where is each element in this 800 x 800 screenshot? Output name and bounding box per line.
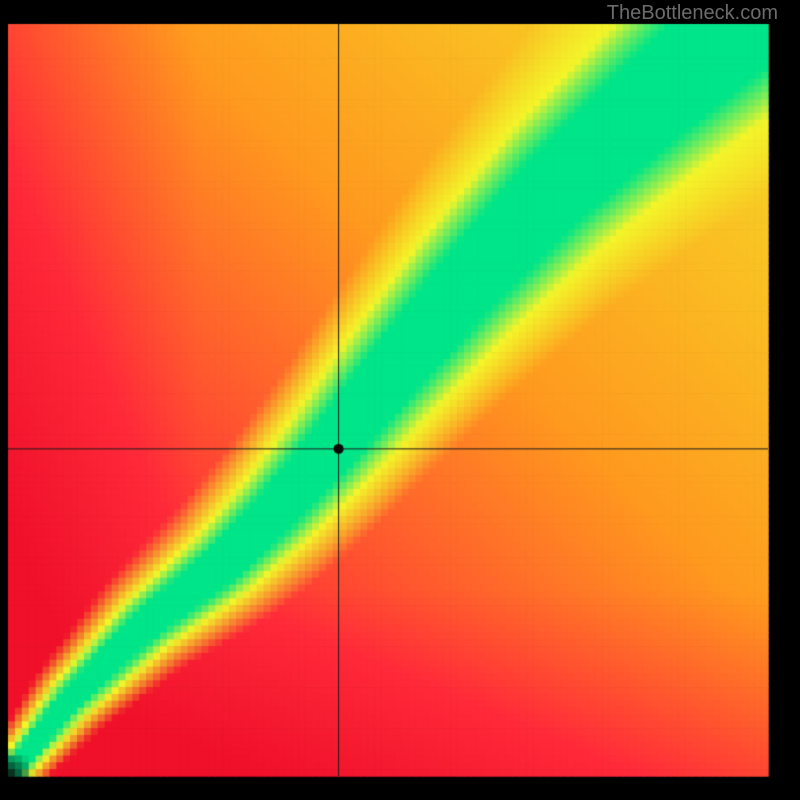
chart-container: TheBottleneck.com [0, 0, 800, 800]
bottleneck-heatmap-canvas [0, 0, 800, 800]
attribution-text: TheBottleneck.com [607, 2, 778, 25]
